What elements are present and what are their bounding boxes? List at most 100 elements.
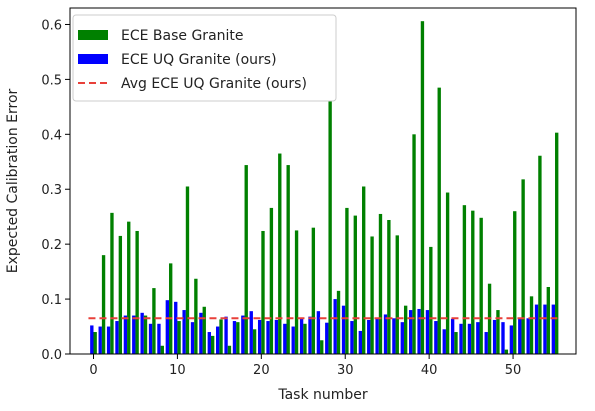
bar-uq [266,321,270,354]
x-tick-label: 10 [169,363,186,378]
y-tick-label: 0.3 [41,183,62,198]
y-tick-label: 0.6 [41,18,62,33]
bar-base [336,290,341,354]
bar-uq [190,322,195,354]
bar-uq [442,329,446,354]
bar-base [278,153,282,354]
y-tick-label: 0.2 [41,238,62,253]
bar-uq [299,318,304,354]
bar-base [454,332,458,354]
bar-uq [157,323,161,354]
bar-uq [534,304,539,354]
bar-uq [132,315,136,354]
bar-base [236,322,240,354]
bar-uq [526,318,530,354]
bar-base [555,132,559,354]
bar-base [345,207,349,354]
bar-base [362,186,366,354]
x-tick-label: 30 [337,363,354,378]
bar-base [420,21,425,355]
bar-base [437,87,441,354]
bar-uq [350,321,354,354]
y-tick-label: 0.5 [41,73,62,88]
bar-uq [375,318,379,354]
bar-base [353,215,357,354]
bar-base [529,296,534,354]
bar-uq [90,325,94,354]
bar-base [504,349,509,354]
bar-uq [257,319,262,354]
bar-base [445,192,450,354]
bar-uq [274,319,279,354]
bar-base [538,155,542,354]
bar-base [127,221,131,354]
bar-uq [325,322,329,354]
bar-base [210,335,215,354]
bar-base [152,288,156,354]
bar-uq [417,308,421,354]
legend-label-avg: Avg ECE UQ Granite (ours) [121,76,307,92]
x-axis-label: Task number [277,387,368,403]
bar-base [294,230,299,354]
bar-uq [123,315,128,354]
bar-base [311,227,316,354]
bar-uq [115,321,119,354]
bar-base [244,165,248,354]
y-axis-label: Expected Calibration Error [5,88,21,273]
bar-uq [484,332,488,354]
bar-uq [316,311,321,354]
bar-uq [98,326,102,354]
bar-base [202,306,206,354]
y-axis: 0.0 0.1 0.2 0.3 0.4 0.5 0.6 [41,18,70,363]
bar-uq [501,322,505,354]
bar-base [177,321,181,354]
bar-base [320,340,324,354]
x-tick-label: 20 [253,363,270,378]
bar-base [412,134,416,354]
bar-uq [400,322,404,354]
legend-label-base: ECE Base Granite [121,28,244,44]
bar-uq [174,301,178,354]
bar-uq [459,323,463,354]
bar-base [194,278,198,354]
legend: ECE Base Granite ECE UQ Granite (ours) A… [72,14,337,102]
bar-uq [249,311,253,354]
bar-uq [358,330,363,354]
bar-uq [450,318,455,354]
bar-uq [165,300,170,354]
bar-uq [409,310,413,354]
y-tick-label: 0.0 [41,348,62,363]
bar-uq [182,310,186,354]
bar-base [521,179,525,354]
bar-base [479,217,483,354]
bar-uq [333,299,337,354]
bar-uq [106,326,111,354]
bar-uq [543,304,547,354]
bar-uq [207,332,211,354]
bar-uq [425,310,430,354]
bar-base [261,230,265,354]
bar-uq [283,323,287,354]
bar-base [429,246,433,354]
x-tick-label: 40 [421,363,438,378]
bar-uq [341,305,346,354]
bar-base [227,345,232,354]
bar-base [219,319,223,354]
bar-uq [467,323,472,354]
bar-uq [383,314,388,354]
bar-uq [308,316,312,354]
y-tick-label: 0.1 [41,293,62,308]
bar-base [378,213,383,354]
bar-uq [518,318,522,354]
bar-base [328,100,332,355]
x-tick-label: 50 [505,363,522,378]
bar-layer [90,21,559,355]
bar-base [403,305,408,354]
bar-base [135,230,139,354]
bar-uq [224,316,228,354]
bar-uq [148,323,153,354]
bar-base [546,286,550,354]
bar-base [169,263,173,354]
bar-base [185,186,190,354]
bar-base [286,165,290,354]
